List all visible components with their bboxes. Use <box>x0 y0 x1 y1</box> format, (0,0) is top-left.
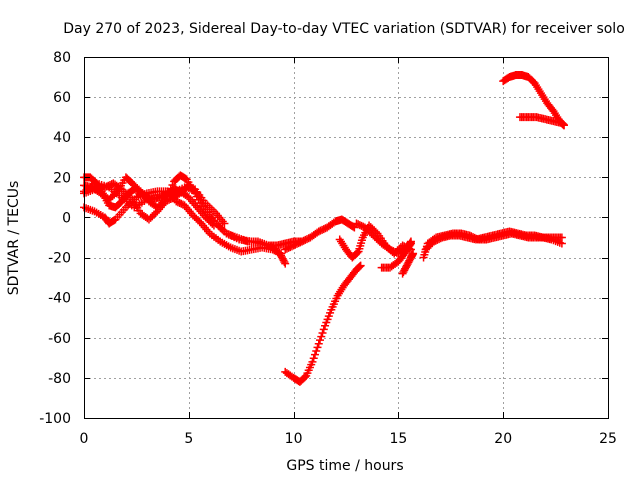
data-point <box>309 354 318 363</box>
y-tick-label: 20 <box>53 170 71 186</box>
data-point <box>312 347 321 356</box>
x-tick-label: 25 <box>599 431 617 447</box>
y-tick-label: 60 <box>53 90 71 106</box>
data-point <box>313 343 322 352</box>
data-point <box>355 262 364 271</box>
y-tick-label: 40 <box>53 130 71 146</box>
data-point <box>308 357 317 366</box>
series-track-14 <box>499 71 568 130</box>
data-point <box>409 249 418 258</box>
data-point <box>319 325 328 334</box>
chart-title: Day 270 of 2023, Sidereal Day-to-day VTE… <box>63 21 625 37</box>
y-tick-label: 80 <box>53 50 71 66</box>
data-point <box>356 261 365 270</box>
y-tick-label: -80 <box>48 371 71 387</box>
y-tick-label: -100 <box>39 411 71 427</box>
data-point <box>310 350 319 359</box>
series-track-11 <box>398 249 418 278</box>
y-axis-label: SDTVAR / TECUs <box>6 181 22 296</box>
data-point <box>406 237 415 246</box>
y-tick-label: -20 <box>48 251 71 267</box>
data-point <box>317 332 326 341</box>
y-tick-label: -40 <box>48 291 71 307</box>
x-tick-label: 15 <box>389 431 407 447</box>
series-track-8 <box>281 261 365 386</box>
series-track-10 <box>377 237 415 272</box>
x-tick-label: 5 <box>184 431 193 447</box>
series-track-15 <box>515 113 568 130</box>
data-point <box>559 121 568 130</box>
x-tick-label: 0 <box>80 431 89 447</box>
data-point <box>281 259 290 268</box>
data-layer <box>80 71 568 386</box>
data-point <box>220 219 229 228</box>
data-point <box>277 249 286 258</box>
x-tick-label: 10 <box>285 431 303 447</box>
axis-layer: 0 5 10 15 20 25 -100 -80 -60 -40 -20 0 20 40 60 80 <box>39 50 617 447</box>
grid-layer <box>84 57 608 418</box>
plot-frame <box>84 57 609 419</box>
y-tick-label: -60 <box>48 331 71 347</box>
data-point <box>280 257 289 266</box>
series-track-5 <box>80 179 229 228</box>
data-point <box>275 248 284 257</box>
data-point <box>300 373 309 382</box>
data-point <box>353 248 362 257</box>
data-point <box>318 328 327 337</box>
data-point <box>314 339 323 348</box>
data-point <box>316 336 325 345</box>
x-tick-label: 20 <box>494 431 512 447</box>
data-point <box>354 263 363 272</box>
data-point <box>557 239 566 248</box>
data-point <box>168 180 177 189</box>
x-axis-label: GPS time / hours <box>286 458 403 474</box>
y-tick-label: 0 <box>62 210 71 226</box>
series-track-13 <box>421 227 566 254</box>
series-track-6 <box>281 215 359 254</box>
